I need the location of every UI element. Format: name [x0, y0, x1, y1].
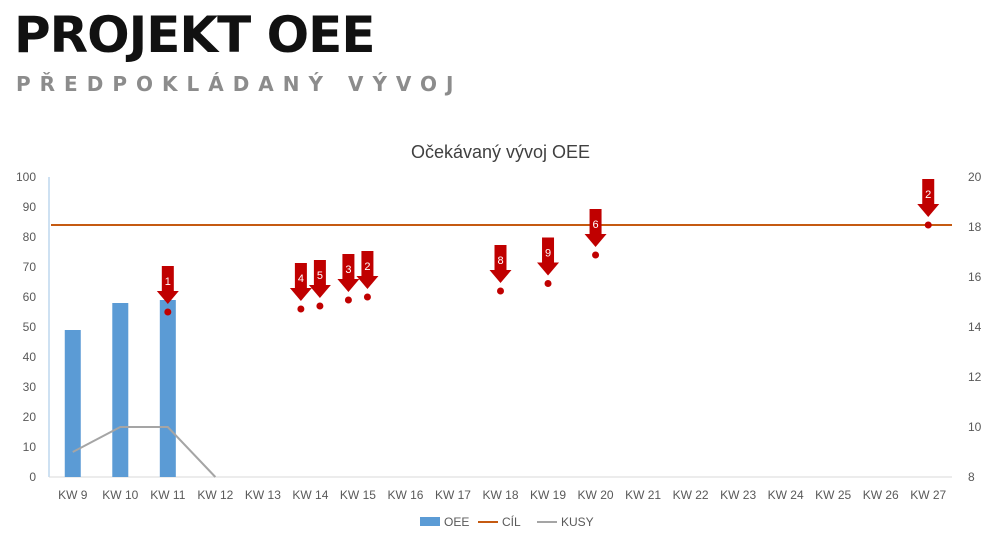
kusy-line [72, 426, 217, 478]
annotation-arrow [917, 179, 940, 217]
y-left-tick-label: 20 [23, 410, 37, 424]
y-left-tick-label: 90 [23, 200, 37, 214]
annotation-label: 1 [165, 276, 171, 288]
annotation-dot [344, 296, 352, 304]
legend-label: CÍL [502, 514, 521, 529]
annotation-arrow [337, 254, 360, 292]
y-right-tick-label: 8 [968, 470, 975, 484]
oee-bar [159, 300, 176, 477]
x-tick-label: KW 13 [245, 488, 281, 502]
x-tick-label: KW 19 [530, 488, 566, 502]
annotation-dot [544, 280, 552, 287]
x-tick-label: KW 21 [625, 488, 661, 502]
annotation-label: 5 [317, 270, 323, 282]
x-tick-label: KW 12 [197, 488, 233, 502]
x-tick-label: KW 14 [292, 488, 328, 502]
page-title: PROJEKT OEE [14, 6, 375, 64]
annotation-dot [297, 305, 305, 313]
y-left-tick-label: 100 [16, 170, 36, 184]
annotation-arrow [584, 209, 607, 247]
y-left-tick-label: 50 [23, 320, 37, 334]
y-right-tick-label: 18 [968, 220, 982, 234]
annotation-arrow [489, 245, 512, 283]
annotation-arrow [537, 237, 560, 276]
annotation-label: 6 [592, 219, 598, 231]
annotation-arrow [308, 260, 331, 298]
y-left-tick-label: 40 [23, 350, 37, 364]
x-tick-label: KW 25 [815, 488, 851, 502]
x-tick-label: KW 10 [102, 488, 138, 502]
annotation-dot [497, 287, 504, 295]
y-left-tick-label: 10 [23, 440, 37, 454]
y-right-tick-label: 14 [968, 320, 982, 334]
chart-title: Očekávaný vývoj OEE [411, 142, 590, 162]
y-right-tick-label: 20 [968, 170, 982, 184]
y-left-tick-label: 80 [23, 230, 37, 244]
annotation-label: 9 [545, 248, 551, 260]
annotation-arrow [289, 263, 312, 301]
y-right-tick-label: 10 [968, 420, 982, 434]
annotation-dot [363, 293, 371, 301]
annotation-label: 4 [298, 273, 304, 285]
annotation-dot [164, 308, 172, 316]
x-tick-label: KW 26 [863, 488, 899, 502]
annotation-arrow [156, 266, 179, 304]
y-left-tick-label: 70 [23, 260, 37, 274]
x-tick-label: KW 18 [482, 488, 518, 502]
x-tick-label: KW 22 [673, 488, 709, 502]
legend-label: OEE [444, 515, 469, 529]
x-tick-label: KW 20 [578, 488, 614, 502]
x-tick-label: KW 17 [435, 488, 471, 502]
annotation-dot [316, 302, 324, 310]
legend-swatch-oee [420, 517, 440, 526]
x-tick-label: KW 11 [150, 488, 185, 502]
y-left-tick-label: 0 [29, 470, 36, 484]
y-right-tick-label: 12 [968, 370, 982, 384]
x-tick-label: KW 16 [387, 488, 423, 502]
oee-bar [112, 303, 129, 477]
annotation-dot [924, 221, 932, 229]
y-left-tick-label: 60 [23, 290, 37, 304]
annotation-label: 2 [364, 261, 370, 273]
annotation-label: 8 [497, 255, 503, 267]
oee-bar [64, 330, 81, 477]
x-tick-label: KW 24 [768, 488, 804, 502]
annotation-dot [592, 251, 600, 259]
y-left-tick-label: 30 [23, 380, 37, 394]
x-tick-label: KW 23 [720, 488, 756, 502]
page-subtitle: PŘEDPOKLÁDANÝ VÝVOJ [16, 72, 463, 96]
x-tick-label: KW 9 [58, 488, 88, 502]
annotation-arrow [356, 251, 379, 289]
y-right-tick-label: 16 [968, 270, 982, 284]
legend-label: KUSY [561, 515, 594, 529]
annotation-label: 2 [925, 189, 931, 201]
x-tick-label: KW 27 [910, 488, 946, 502]
annotation-label: 3 [345, 264, 351, 276]
x-tick-label: KW 15 [340, 488, 376, 502]
